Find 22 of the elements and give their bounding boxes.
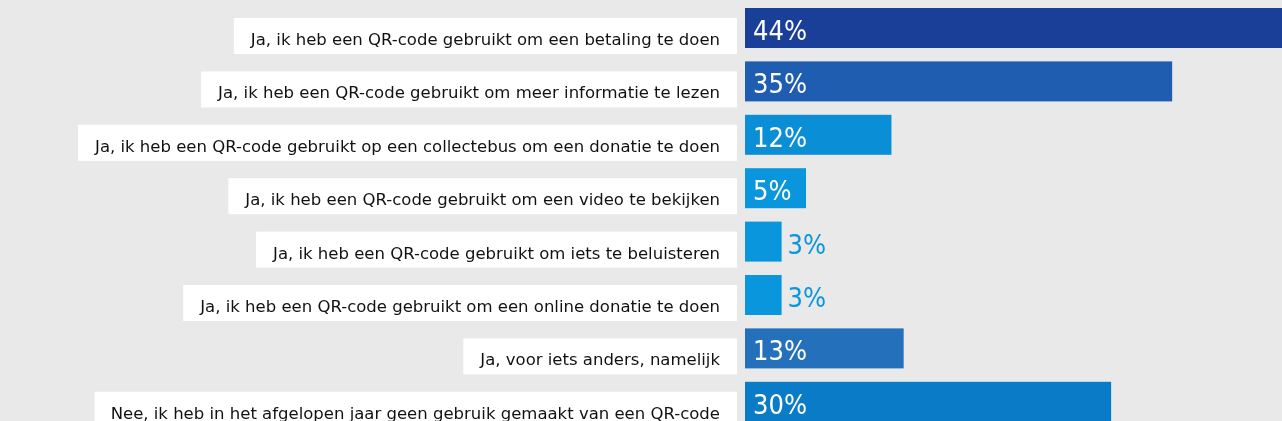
y-tick-label: Ja, ik heb een QR-code gebruikt om een betaling te doen <box>249 30 720 49</box>
data-label: 3% <box>787 228 827 260</box>
bar <box>745 381 1112 421</box>
bar <box>745 114 892 155</box>
bar <box>745 328 904 369</box>
y-tick-label: Ja, voor iets anders, namelijk <box>479 350 721 370</box>
data-label: 44% <box>753 15 807 46</box>
y-tick-label: Ja, ik heb een QR-code gebruikt om een video te bekijken <box>244 190 720 210</box>
data-label: 30% <box>753 388 807 420</box>
bar <box>745 61 1173 102</box>
y-tick-label: Ja, ik heb een QR-code gebruikt om een online donatie te doen <box>199 297 720 316</box>
data-label: 13% <box>753 335 807 367</box>
data-label: 35% <box>753 68 807 100</box>
y-tick-label: Ja, ik heb een QR-code gebruikt om meer informatie te lezen <box>217 83 720 103</box>
y-tick-label: Ja, ik heb een QR-code gebruikt op een collectebus om een donatie te doen <box>94 136 720 156</box>
y-tick-label: Ja, ik heb een QR-code gebruikt om iets te beluisteren <box>272 243 720 263</box>
bar <box>745 8 1282 48</box>
data-label: 12% <box>753 121 807 153</box>
data-label: 5% <box>753 175 792 207</box>
bar <box>745 221 782 262</box>
data-label: 3% <box>787 282 827 313</box>
bar <box>745 275 782 315</box>
